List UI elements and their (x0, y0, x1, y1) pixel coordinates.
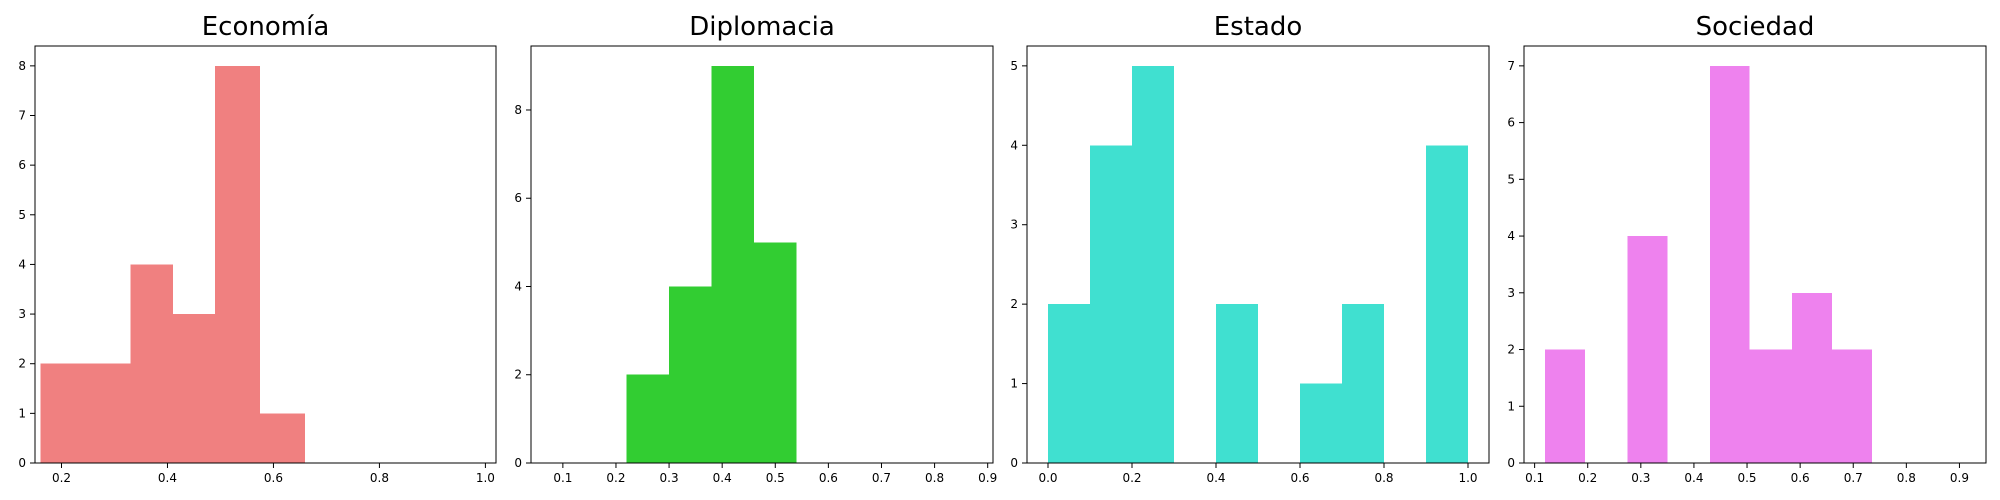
x-tick-label: 0.6 (1290, 471, 1309, 485)
x-tick-label: 0.3 (1631, 471, 1650, 485)
x-tick-label: 0.8 (370, 471, 389, 485)
y-tick-label: 5 (18, 208, 26, 222)
y-tick-label: 4 (18, 257, 26, 271)
x-tick-label: 0.7 (1844, 471, 1863, 485)
axes-frame (1523, 45, 1987, 464)
y-tick-label: 1 (18, 406, 26, 420)
y-tick-label: 6 (18, 158, 26, 172)
y-tick-label: 6 (514, 191, 522, 205)
y-tick-label: 5 (1507, 172, 1515, 186)
y-tick-label: 6 (1507, 116, 1515, 130)
histogram-bar (754, 242, 797, 463)
y-tick-label: 2 (1507, 343, 1515, 357)
x-tick-label: 0.9 (1950, 471, 1969, 485)
chart-title: Estado (1214, 12, 1303, 42)
x-tick-label: 0.1 (1525, 471, 1544, 485)
axes-frame (34, 45, 497, 464)
histogram-bar (85, 363, 131, 463)
y-tick-label: 4 (1507, 229, 1515, 243)
x-tick-label: 0.2 (606, 471, 625, 485)
x-tick-label: 0.8 (1897, 471, 1916, 485)
y-tick-label: 2 (1010, 297, 1018, 311)
x-tick-label: 0.4 (1684, 471, 1703, 485)
axes-frame (530, 45, 994, 464)
x-tick-label: 0.6 (819, 471, 838, 485)
histogram-bar (1545, 349, 1586, 463)
y-tick-label: 7 (1507, 59, 1515, 73)
histogram-bar (1300, 383, 1342, 463)
histogram-bar (711, 65, 755, 463)
x-tick-label: 0.8 (1374, 471, 1393, 485)
x-tick-label: 0.4 (158, 471, 177, 485)
axes-frame (1026, 45, 1490, 464)
y-tick-label: 3 (18, 307, 26, 321)
x-tick-label: 0.6 (1791, 471, 1810, 485)
histogram-bar (130, 264, 173, 463)
histogram-bar (1426, 145, 1468, 464)
x-tick-label: 0.4 (713, 471, 732, 485)
histogram-bar (626, 374, 670, 463)
x-tick-label: 0.7 (872, 471, 891, 485)
y-tick-label: 2 (18, 357, 26, 371)
x-tick-label: 0.5 (766, 471, 785, 485)
y-tick-label: 3 (1507, 286, 1515, 300)
panel-economia: Economía 0.2 0.4 0.6 0.8 1.0 0 1 2 3 4 5 6 7 8 (18, 12, 497, 485)
histogram-bar (260, 413, 306, 463)
y-tick-label: 5 (1010, 59, 1018, 73)
x-tick-label: 0.0 (1038, 471, 1057, 485)
histogram-bar (1132, 65, 1174, 463)
x-tick-label: 0.3 (660, 471, 679, 485)
x-tick-label: 0.1 (553, 471, 572, 485)
histogram-bar (40, 363, 86, 463)
panel-estado: Estado 0.0 0.2 0.4 0.6 0.8 1.0 0 1 2 3 4 5 (1010, 12, 1490, 485)
histogram-bar (1627, 236, 1668, 463)
y-tick-label: 2 (514, 368, 522, 382)
x-tick-label: 0.2 (52, 471, 71, 485)
y-tick-label: 0 (1507, 456, 1515, 470)
x-tick-label: 1.0 (476, 471, 495, 485)
histogram-bar (1048, 304, 1090, 463)
histogram-bar (1749, 349, 1793, 463)
x-tick-label: 0.8 (925, 471, 944, 485)
y-tick-label: 7 (18, 109, 26, 123)
histogram-bar (1090, 145, 1132, 464)
histogram-bar (1709, 65, 1750, 463)
y-tick-label: 4 (1010, 138, 1018, 152)
chart-title: Sociedad (1696, 12, 1815, 42)
chart-title: Diplomacia (689, 12, 835, 42)
histogram-bar (215, 65, 261, 463)
x-tick-label: 0.4 (1206, 471, 1225, 485)
chart-title: Economía (202, 12, 330, 42)
histogram-bar (1216, 304, 1258, 463)
x-tick-label: 0.6 (264, 471, 283, 485)
histogram-bar (1792, 292, 1832, 463)
x-tick-label: 0.5 (1737, 471, 1756, 485)
panel-diplomacia: Diplomacia 0.1 0.2 0.3 0.4 0.5 0.6 0.7 0.8 0.9 0 2… (514, 12, 997, 485)
y-tick-label: 1 (1507, 399, 1515, 413)
y-tick-label: 0 (514, 456, 522, 470)
y-tick-label: 0 (18, 456, 26, 470)
y-tick-label: 8 (18, 59, 26, 73)
histogram-bar (1832, 349, 1872, 463)
panel-sociedad: Sociedad 0.1 0.2 0.3 0.4 0.5 0.6 0.7 0.8 0.9 0 1 2 3… (1507, 12, 1987, 485)
y-tick-label: 0 (1010, 456, 1018, 470)
y-tick-label: 4 (514, 279, 522, 293)
y-tick-label: 1 (1010, 377, 1018, 391)
histogram-bar (669, 286, 712, 463)
x-tick-label: 0.9 (978, 471, 997, 485)
y-tick-label: 3 (1010, 218, 1018, 232)
x-tick-label: 0.2 (1578, 471, 1597, 485)
histogram-bar (1342, 304, 1384, 463)
histogram-bar (172, 314, 216, 463)
y-tick-label: 8 (514, 103, 522, 117)
x-tick-label: 1.0 (1458, 471, 1477, 485)
x-tick-label: 0.2 (1122, 471, 1141, 485)
